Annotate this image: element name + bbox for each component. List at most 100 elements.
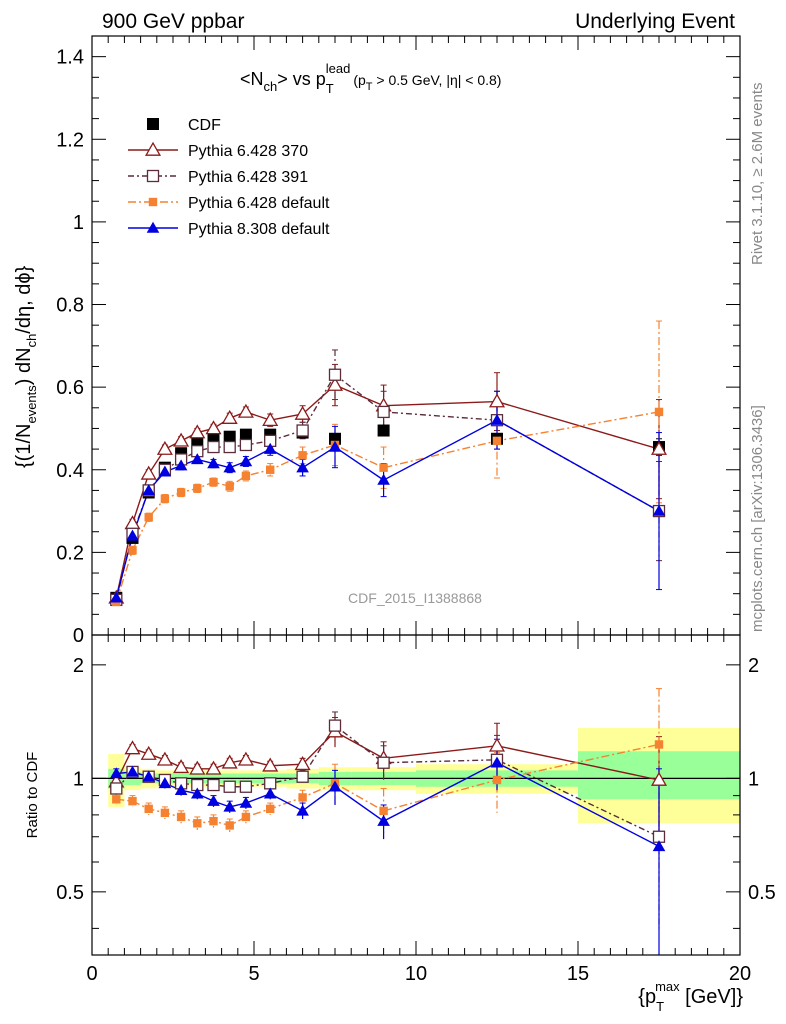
ratio-tick-label-left: 2 <box>73 655 84 677</box>
ratio-point-pythia-6-428-370 <box>173 759 190 774</box>
point-pythia-6-428-370 <box>156 440 173 455</box>
point-pythia-6-428-default <box>492 436 502 446</box>
ratio-point-pythia-6-428-391 <box>296 770 309 783</box>
ratio-point-pythia-6-428-370 <box>124 740 141 755</box>
ratio-point-pythia-6-428-391 <box>264 777 277 790</box>
ratio-point-pythia-6-428-391 <box>328 719 342 732</box>
legend-marker-cdf <box>147 118 159 130</box>
header-left: 900 GeV ppbar <box>102 10 244 33</box>
ratio-point-pythia-6-428-391 <box>207 778 220 792</box>
ratio-point-pythia-6-428-default <box>112 795 121 804</box>
x-tick-label: 10 <box>405 963 427 985</box>
point-pythia-6-428-default <box>144 513 153 522</box>
ratio-point-pythia-6-428-370 <box>189 760 206 775</box>
ratio-point-pythia-8-308-default <box>239 796 253 808</box>
point-pythia-8-308-default <box>263 442 277 454</box>
legend-label-pythia-6-428-default: Pythia 6.428 default <box>188 195 330 212</box>
ratio-point-pythia-6-428-default <box>266 804 275 814</box>
ratio-point-pythia-8-308-default <box>174 783 188 795</box>
ratio-point-pythia-6-428-default <box>193 819 202 828</box>
point-pythia-6-428-370 <box>205 420 222 435</box>
point-pythia-6-428-391 <box>239 438 253 452</box>
x-tick-label: 0 <box>86 963 97 985</box>
ratio-point-pythia-6-428-default <box>144 804 153 814</box>
ratio-point-pythia-6-428-default <box>654 740 664 749</box>
ratio-point-pythia-6-428-391 <box>110 782 123 795</box>
point-pythia-8-308-default <box>377 473 390 485</box>
y-tick-label: 0.2 <box>56 542 84 564</box>
ratio-tick-label-right: 0.5 <box>748 882 776 904</box>
legend-label-cdf: CDF <box>188 117 221 134</box>
ratio-point-pythia-6-428-default <box>492 775 502 785</box>
point-pythia-6-428-370 <box>140 465 157 480</box>
x-tick-label: 15 <box>567 963 589 985</box>
point-pythia-6-428-default <box>266 465 275 474</box>
ratio-point-pythia-6-428-default <box>225 821 234 830</box>
point-pythia-6-428-370 <box>173 432 190 447</box>
point-pythia-6-428-391 <box>207 440 220 454</box>
point-pythia-8-308-default <box>652 504 666 516</box>
ratio-point-pythia-8-308-default <box>142 770 155 782</box>
point-pythia-8-308-default <box>174 459 188 471</box>
point-pythia-6-428-391 <box>223 440 236 454</box>
ratio-point-pythia-6-428-370 <box>294 756 311 771</box>
point-pythia-6-428-370 <box>189 424 206 439</box>
ratio-point-pythia-6-428-370 <box>237 751 254 766</box>
ratio-point-pythia-6-428-default <box>160 808 170 818</box>
header-right: Underlying Event <box>575 10 735 33</box>
ratio-tick-label-right: 1 <box>748 768 759 790</box>
ratio-point-pythia-8-308-default <box>296 804 309 816</box>
ratio-point-pythia-6-428-370 <box>262 757 279 772</box>
ratio-point-pythia-8-308-default <box>110 767 123 779</box>
ratio-point-pythia-8-308-default <box>490 756 504 768</box>
point-pythia-6-428-370 <box>262 411 279 427</box>
point-pythia-6-428-default <box>654 407 664 417</box>
legend-label-pythia-8-308-default: Pythia 8.308 default <box>188 221 330 238</box>
watermark: CDF_2015_I1388868 <box>348 590 482 606</box>
y-tick-label: 0.4 <box>56 460 84 482</box>
point-pythia-6-428-391 <box>328 368 342 381</box>
point-pythia-6-428-default <box>193 484 202 493</box>
ratio-point-pythia-6-428-default <box>241 812 251 822</box>
point-pythia-8-308-default <box>142 484 155 496</box>
ratio-point-pythia-6-428-default <box>379 806 388 816</box>
point-pythia-6-428-370 <box>650 440 668 455</box>
ratio-point-pythia-8-308-default <box>328 780 342 792</box>
ratio-point-pythia-8-308-default <box>223 800 236 812</box>
ratio-tick-label-left: 1 <box>73 768 84 790</box>
point-pythia-6-428-391 <box>296 424 309 437</box>
ratio-point-pythia-6-428-391 <box>377 756 390 769</box>
ratio-point-pythia-6-428-370 <box>488 737 506 752</box>
point-pythia-8-308-default <box>490 413 504 425</box>
ratio-point-pythia-6-428-370 <box>221 754 238 769</box>
ratio-tick-label-right: 2 <box>748 655 759 677</box>
ratio-point-pythia-6-428-370 <box>205 760 222 775</box>
y-tick-label: 1 <box>73 212 84 234</box>
point-pythia-6-428-default <box>241 471 251 481</box>
point-pythia-6-428-default <box>298 451 307 460</box>
legend-label-pythia-6-428-370: Pythia 6.428 370 <box>188 143 308 160</box>
point-pythia-6-428-default <box>225 482 234 491</box>
y-axis-label: {(1/Nevents) dNch/dη, dϕ} <box>13 265 39 468</box>
legend-label-pythia-6-428-391: Pythia 6.428 391 <box>188 169 308 186</box>
x-axis-label: {pTmax [GeV]} <box>638 979 743 1014</box>
ratio-tick-label-left: 0.5 <box>56 882 84 904</box>
point-pythia-6-428-370 <box>221 409 238 424</box>
point-pythia-8-308-default <box>296 461 309 473</box>
ratio-point-pythia-6-428-391 <box>239 780 253 793</box>
point-pythia-6-428-default <box>176 488 186 497</box>
point-pythia-8-308-default <box>158 465 172 477</box>
rivet-label: Rivet 3.1.10, ≥ 2.6M events <box>749 83 766 266</box>
point-pythia-8-308-default <box>328 440 342 452</box>
point-pythia-6-428-370 <box>237 403 254 418</box>
ratio-point-pythia-8-308-default <box>126 765 139 777</box>
ratio-point-pythia-8-308-default <box>191 787 204 799</box>
ratio-point-pythia-6-428-default <box>128 796 137 806</box>
ratio-point-pythia-6-428-default <box>209 816 218 826</box>
legend-marker-pythia-8-308-default <box>146 221 160 233</box>
point-pythia-6-428-default <box>379 463 388 472</box>
legend-marker-pythia-6-428-default <box>148 197 158 207</box>
y-tick-label: 1.2 <box>56 129 84 151</box>
ratio-point-pythia-8-308-default <box>377 814 390 826</box>
